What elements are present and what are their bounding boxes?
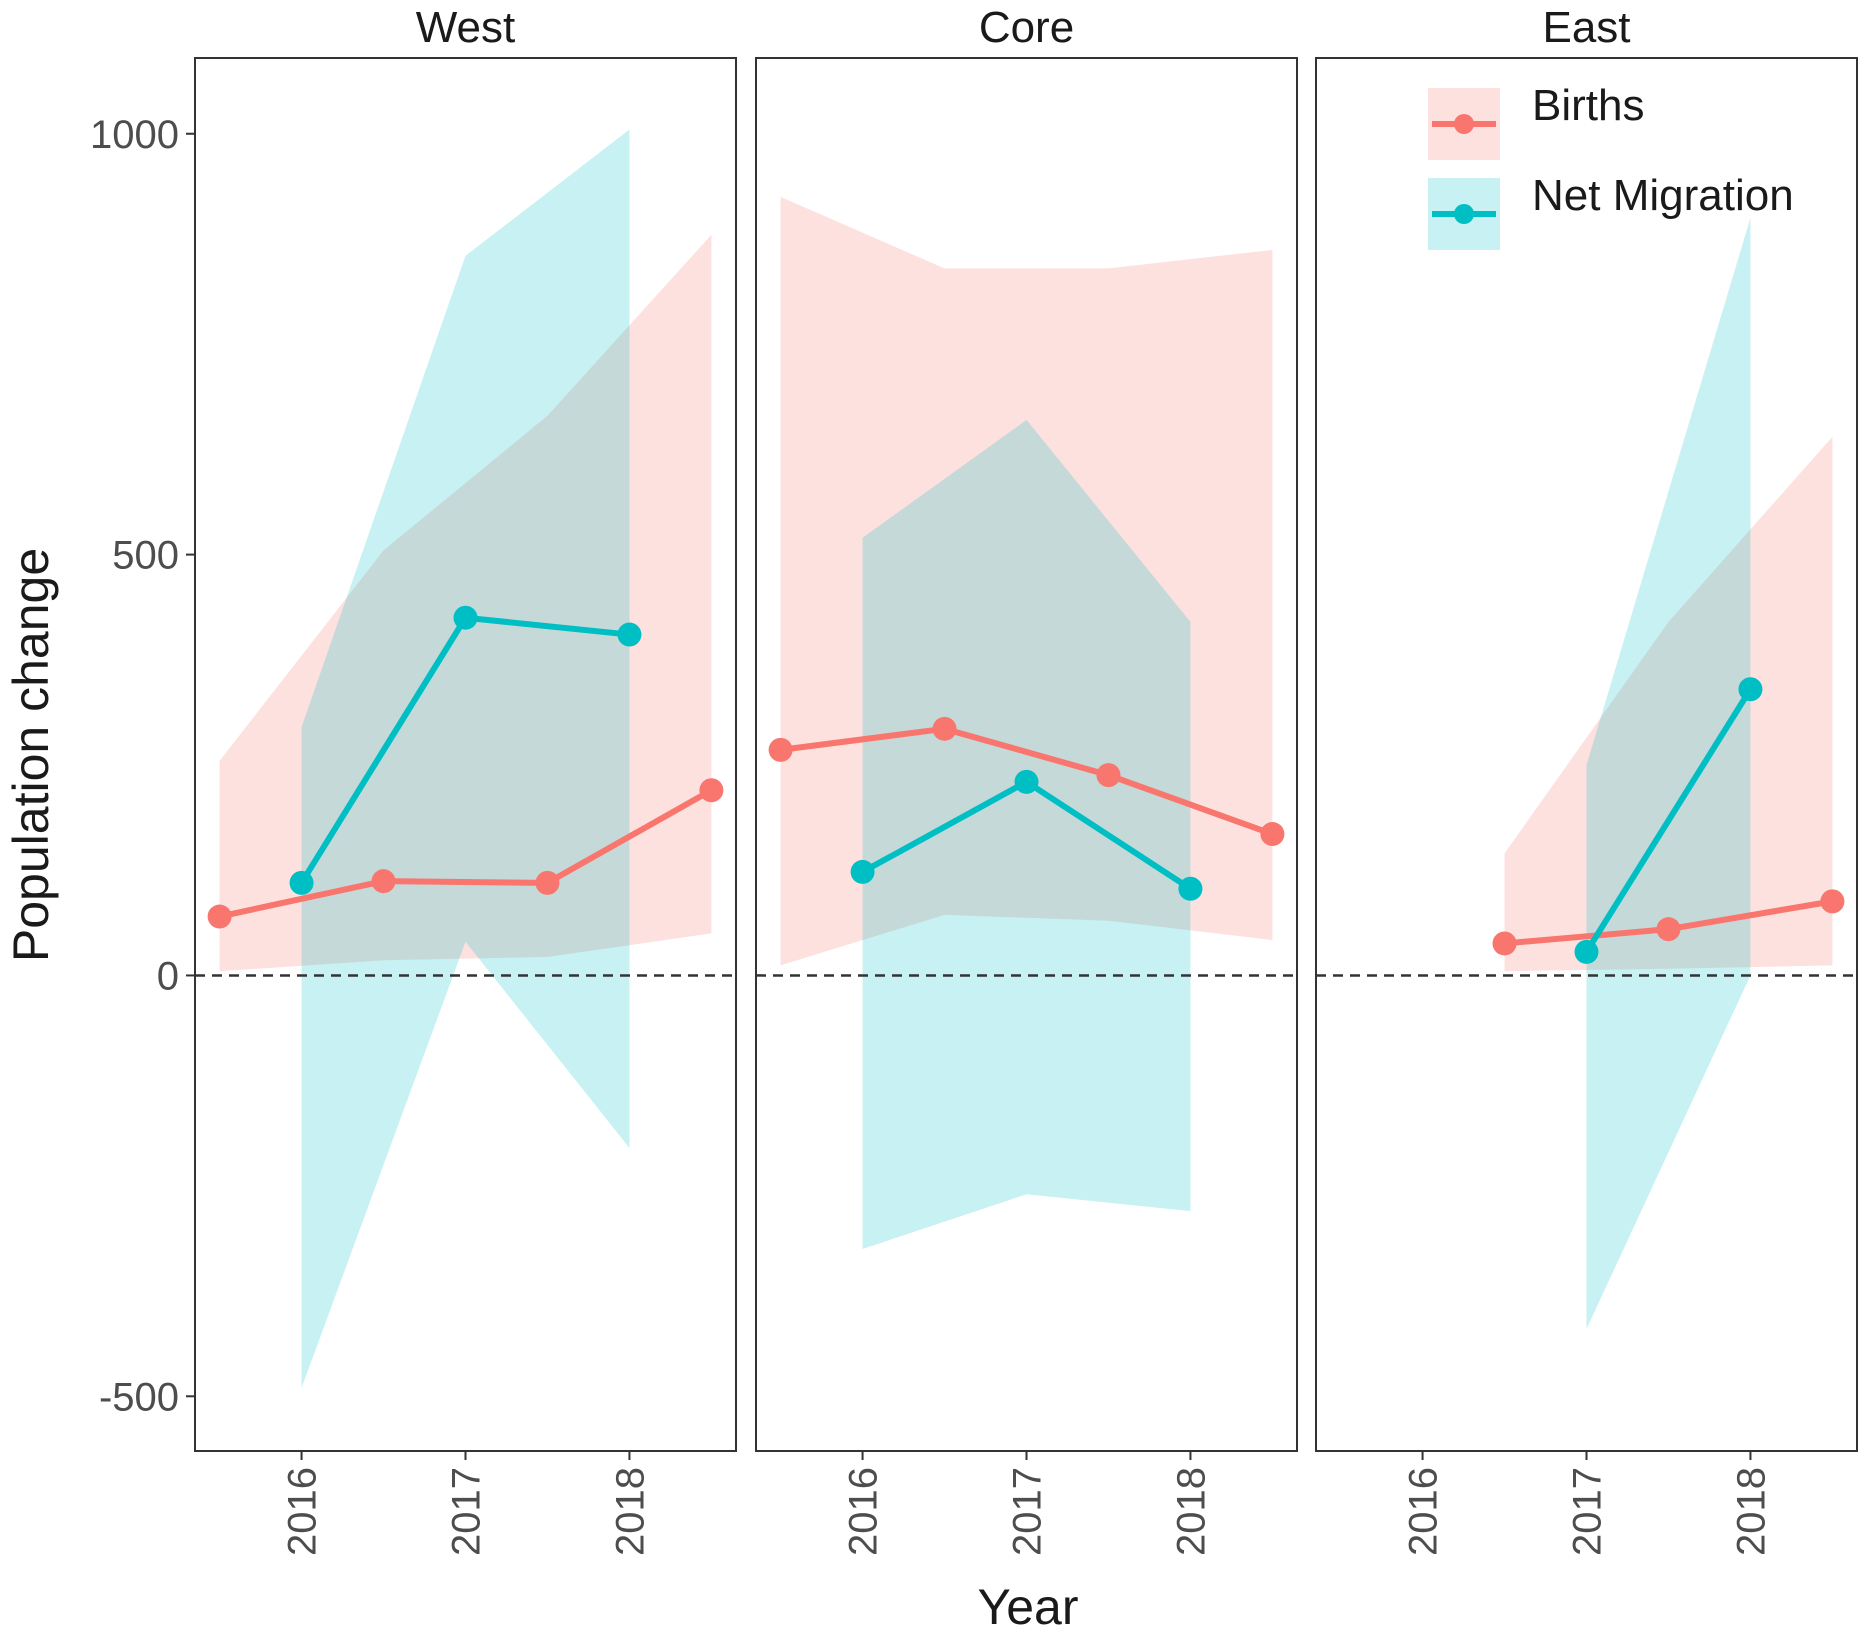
x-tick-label: 2018 — [1169, 1467, 1213, 1556]
x-tick-label: 2017 — [1006, 1467, 1050, 1556]
point-net-migration — [289, 870, 314, 895]
panel-core: Core 2016 2017 2018 — [755, 3, 1298, 1556]
y-axis-title: Population change — [3, 548, 59, 962]
x-tick-label: 2016 — [842, 1467, 886, 1556]
y-tick-label: 500 — [112, 534, 179, 578]
point-net-migration — [1574, 939, 1599, 964]
plot-area-core — [756, 196, 1297, 1249]
line-births — [777, 725, 1276, 838]
line-births — [216, 787, 715, 920]
ribbon-net-migration — [1586, 217, 1751, 1329]
x-tick-label: 2017 — [1566, 1467, 1610, 1556]
plot-area-west — [195, 129, 736, 1388]
point-births — [932, 716, 957, 741]
point-births — [1656, 917, 1681, 942]
point-births — [535, 870, 560, 895]
x-tick-label: 2016 — [1402, 1467, 1446, 1556]
x-tick-label: 2018 — [608, 1467, 652, 1556]
plot-area-east — [1316, 217, 1857, 1329]
ribbon-births — [219, 234, 712, 972]
legend-item-births: Births — [1428, 81, 1644, 160]
facet-title-east: East — [1542, 3, 1630, 52]
panel-west: West 2016 2017 2018 — [194, 3, 737, 1556]
y-tick-label: -500 — [99, 1375, 179, 1419]
facet-title-core: Core — [979, 3, 1074, 52]
legend-item-net-migration: Net Migration — [1428, 171, 1794, 250]
point-net-migration — [1178, 876, 1203, 901]
legend-point — [1454, 204, 1474, 224]
point-births — [1820, 889, 1845, 914]
point-births — [1096, 763, 1121, 788]
y-tick-label: 0 — [157, 954, 179, 998]
legend-label: Births — [1532, 81, 1644, 130]
point-net-migration — [453, 605, 478, 630]
x-tick-label: 2016 — [281, 1467, 325, 1556]
ribbon-births — [1504, 436, 1833, 972]
ribbon-births — [780, 196, 1273, 966]
facet-title-west: West — [416, 3, 515, 52]
point-net-migration — [617, 622, 642, 647]
point-net-migration — [850, 859, 875, 884]
legend: Births Net Migration — [1428, 81, 1794, 250]
panel-east: East 2016 2017 2018 — [1315, 3, 1858, 1556]
legend-label: Net Migration — [1532, 171, 1794, 220]
point-births — [699, 778, 724, 803]
point-net-migration — [1014, 769, 1039, 794]
line-net-migration — [1583, 686, 1754, 955]
point-births — [207, 904, 232, 929]
x-tick-label: 2018 — [1729, 1467, 1773, 1556]
point-net-migration — [1738, 677, 1763, 702]
point-births — [1492, 931, 1517, 956]
x-axis-title: Year — [977, 1579, 1078, 1635]
ribbon-net-migration — [862, 419, 1191, 1249]
ribbon-net-migration — [301, 129, 630, 1388]
point-births — [1260, 822, 1285, 847]
x-tick-label: 2017 — [445, 1467, 489, 1556]
y-tick-label: 1000 — [90, 113, 179, 157]
point-births — [371, 869, 396, 894]
point-births — [768, 737, 793, 762]
legend-point — [1454, 114, 1474, 134]
